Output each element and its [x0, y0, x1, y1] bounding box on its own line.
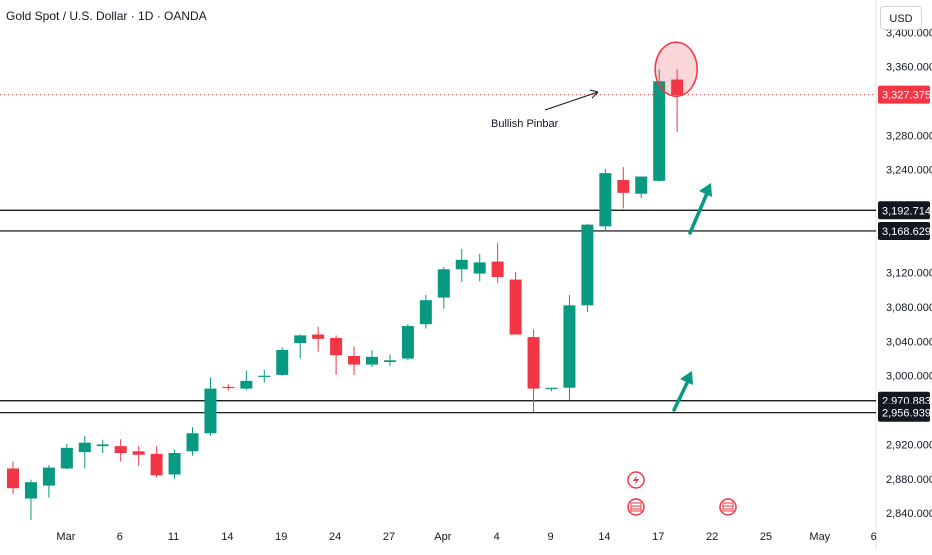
trend-arrowhead: [680, 371, 693, 385]
candle[interactable]: [437, 269, 450, 298]
candle[interactable]: [617, 179, 630, 193]
flag-glyph: [722, 502, 734, 512]
candle[interactable]: [401, 325, 414, 359]
y-tick-label: 3,400.000: [886, 27, 932, 39]
y-tick-label: 2,840.000: [886, 508, 932, 520]
y-tick-label: 2,880.000: [886, 474, 932, 486]
candle[interactable]: [366, 356, 378, 365]
x-tick-label: 6: [117, 531, 123, 543]
annotation-label: Bullish Pinbar: [491, 118, 559, 130]
x-tick-label: Mar: [56, 531, 75, 543]
candle[interactable]: [419, 300, 432, 325]
candle[interactable]: [222, 386, 235, 389]
x-tick-label: 11: [168, 531, 179, 543]
level-label-bg: [878, 201, 930, 220]
chart-title: Gold Spot / U.S. Dollar · 1D · OANDA: [6, 9, 207, 23]
candle[interactable]: [240, 380, 253, 389]
candle[interactable]: [545, 387, 558, 389]
candle[interactable]: [60, 447, 73, 469]
x-tick-label: May: [809, 531, 830, 543]
y-tick-label: 3,240.000: [886, 165, 932, 177]
x-tick-label: Apr: [434, 531, 451, 543]
candle[interactable]: [312, 334, 325, 339]
candle[interactable]: [24, 482, 37, 499]
candle[interactable]: [96, 444, 109, 447]
x-tick-label: 14: [221, 531, 233, 543]
candle[interactable]: [168, 453, 181, 475]
candle[interactable]: [348, 355, 361, 365]
y-tick-label: 3,040.000: [886, 336, 932, 348]
x-tick-label: 17: [652, 531, 664, 543]
x-tick-label: 22: [706, 531, 718, 543]
x-tick-label: 6: [871, 531, 877, 543]
candle[interactable]: [294, 335, 307, 344]
y-tick-label: 3,000.000: [886, 371, 932, 383]
highlight-circle: [654, 41, 698, 97]
level-label-bg: [878, 221, 930, 240]
candle[interactable]: [581, 224, 594, 306]
last-price-label: 3,327.375: [882, 90, 931, 102]
candle[interactable]: [473, 262, 486, 274]
x-tick-label: 24: [329, 531, 341, 543]
flag-glyph: [630, 502, 642, 512]
y-tick-label: 3,280.000: [886, 130, 932, 142]
candle[interactable]: [258, 375, 271, 377]
level-label-bg: [878, 403, 930, 422]
annotation-arrow: [544, 91, 599, 111]
y-tick-label: 3,120.000: [886, 268, 932, 280]
candle[interactable]: [42, 467, 55, 486]
y-tick-label: 3,360.000: [886, 62, 932, 74]
annotation-arrowhead: [589, 89, 599, 99]
y-tick-label: 3,080.000: [886, 302, 932, 314]
candle[interactable]: [491, 261, 504, 277]
last-price-label-bg: [878, 85, 930, 104]
candle[interactable]: [114, 446, 127, 454]
x-tick-label: 19: [275, 531, 287, 543]
candle[interactable]: [599, 173, 612, 227]
candle[interactable]: [635, 176, 648, 194]
trend-arrow: [672, 377, 691, 412]
candle[interactable]: [653, 81, 666, 181]
candle[interactable]: [383, 360, 396, 362]
candle[interactable]: [204, 388, 217, 434]
candle[interactable]: [330, 337, 343, 356]
level-label: 3,192.714: [882, 205, 931, 217]
candle[interactable]: [7, 468, 19, 489]
candle[interactable]: [671, 79, 684, 95]
trend-arrowhead: [699, 183, 712, 197]
x-tick-label: 14: [598, 531, 610, 543]
level-label: 3,168.629: [882, 226, 931, 238]
currency-button[interactable]: USD: [880, 6, 922, 30]
candle[interactable]: [276, 349, 289, 375]
lightning-glyph: [633, 475, 639, 485]
candle[interactable]: [527, 337, 540, 389]
x-tick-label: 27: [383, 531, 395, 543]
candle[interactable]: [563, 305, 576, 388]
y-tick-label: 2,920.000: [886, 439, 932, 451]
level-label: 2,956.939: [882, 408, 931, 420]
candle[interactable]: [186, 433, 199, 452]
trend-arrow: [688, 189, 710, 235]
x-tick-label: 9: [547, 531, 553, 543]
candle[interactable]: [150, 453, 163, 476]
x-tick-label: 4: [494, 531, 500, 543]
x-tick-label: 25: [760, 531, 772, 543]
candle[interactable]: [132, 451, 145, 455]
candle[interactable]: [509, 279, 522, 335]
candle[interactable]: [78, 442, 91, 453]
candle[interactable]: [455, 259, 468, 270]
